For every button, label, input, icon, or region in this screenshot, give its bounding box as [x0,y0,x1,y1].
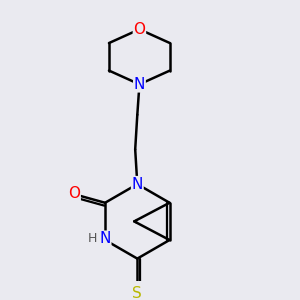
Text: O: O [134,22,146,37]
Text: N: N [134,77,145,92]
Text: N: N [99,231,111,246]
Text: O: O [68,185,80,200]
Text: N: N [132,177,143,192]
Text: S: S [132,286,142,300]
Text: H: H [88,232,97,245]
